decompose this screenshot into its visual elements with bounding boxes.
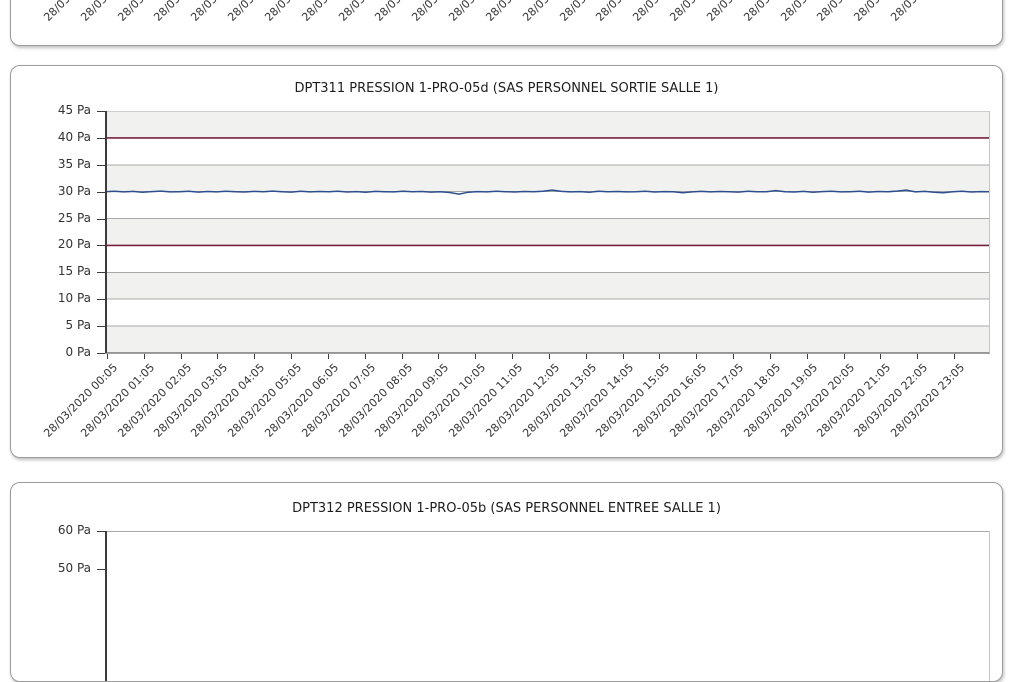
x-tick bbox=[696, 354, 698, 359]
x-tick bbox=[806, 354, 808, 359]
x-tick bbox=[291, 354, 293, 359]
y-axis-label: 30 Pa bbox=[57, 183, 91, 198]
x-tick bbox=[769, 354, 771, 359]
pressure-series-line bbox=[105, 189, 990, 195]
y-tick bbox=[97, 531, 105, 532]
x-tick bbox=[733, 354, 735, 359]
x-axis-label: 28/03/2020 23:05 bbox=[866, 0, 967, 45]
x-tick bbox=[843, 354, 845, 359]
y-axis-label: 35 Pa bbox=[57, 156, 91, 171]
x-tick bbox=[917, 354, 919, 359]
chart-title: DPT311 PRESSION 1-PRO-05d (SAS PERSONNEL… bbox=[294, 81, 719, 96]
plot-band bbox=[105, 164, 990, 192]
y-axis-label: 0 Pa bbox=[65, 345, 92, 359]
y-axis-label: 5 Pa bbox=[65, 318, 92, 333]
x-tick bbox=[364, 354, 366, 359]
plot-band bbox=[105, 137, 990, 165]
y-tick bbox=[97, 218, 105, 220]
plot-band bbox=[105, 326, 990, 353]
y-tick bbox=[97, 245, 105, 247]
y-tick bbox=[97, 111, 105, 112]
y-tick bbox=[97, 299, 105, 301]
x-tick bbox=[622, 354, 624, 359]
y-axis-label: 20 Pa bbox=[57, 237, 91, 252]
x-tick bbox=[143, 354, 145, 359]
y-tick bbox=[97, 164, 105, 166]
x-tick bbox=[107, 354, 108, 359]
x-tick bbox=[254, 354, 256, 359]
x-tick bbox=[217, 354, 219, 359]
x-tick bbox=[401, 354, 403, 359]
x-tick bbox=[659, 354, 661, 359]
x-tick bbox=[548, 354, 550, 359]
plot-band bbox=[105, 299, 990, 327]
y-tick bbox=[97, 137, 105, 139]
x-tick bbox=[438, 354, 440, 359]
x-tick bbox=[585, 354, 587, 359]
plot-area-svg bbox=[105, 531, 990, 681]
x-tick bbox=[475, 354, 477, 359]
y-axis-line bbox=[105, 531, 107, 681]
chart-card-dpt311: DPT311 PRESSION 1-PRO-05d (SAS PERSONNEL… bbox=[10, 65, 1003, 458]
y-axis-label: 10 Pa bbox=[57, 291, 91, 306]
plot-band bbox=[105, 191, 990, 219]
x-tick bbox=[180, 354, 182, 359]
y-axis-label: 45 Pa bbox=[57, 103, 91, 117]
x-tick bbox=[880, 354, 882, 359]
chart-title: DPT312 PRESSION 1-PRO-05b (SAS PERSONNEL… bbox=[292, 501, 721, 516]
y-tick bbox=[97, 353, 105, 354]
y-tick bbox=[97, 326, 105, 328]
plot-area-svg bbox=[105, 111, 990, 354]
x-tick bbox=[327, 354, 329, 359]
y-axis-line bbox=[105, 111, 107, 353]
plot-band bbox=[105, 111, 990, 138]
y-axis-label: 40 Pa bbox=[57, 129, 91, 144]
plot-band bbox=[105, 245, 990, 273]
x-tick bbox=[953, 354, 955, 359]
y-tick bbox=[97, 191, 105, 193]
plot-band bbox=[105, 272, 990, 300]
chart-card-dpt312: DPT312 PRESSION 1-PRO-05b (SAS PERSONNEL… bbox=[10, 482, 1003, 682]
x-tick bbox=[512, 354, 514, 359]
y-axis-label: 60 Pa bbox=[57, 523, 91, 537]
y-axis-label: 15 Pa bbox=[57, 264, 91, 279]
y-tick bbox=[97, 569, 105, 570]
y-axis-label: 25 Pa bbox=[57, 210, 91, 225]
y-axis-label: 50 Pa bbox=[57, 561, 91, 575]
plot-band bbox=[105, 218, 990, 246]
y-tick bbox=[97, 272, 105, 274]
